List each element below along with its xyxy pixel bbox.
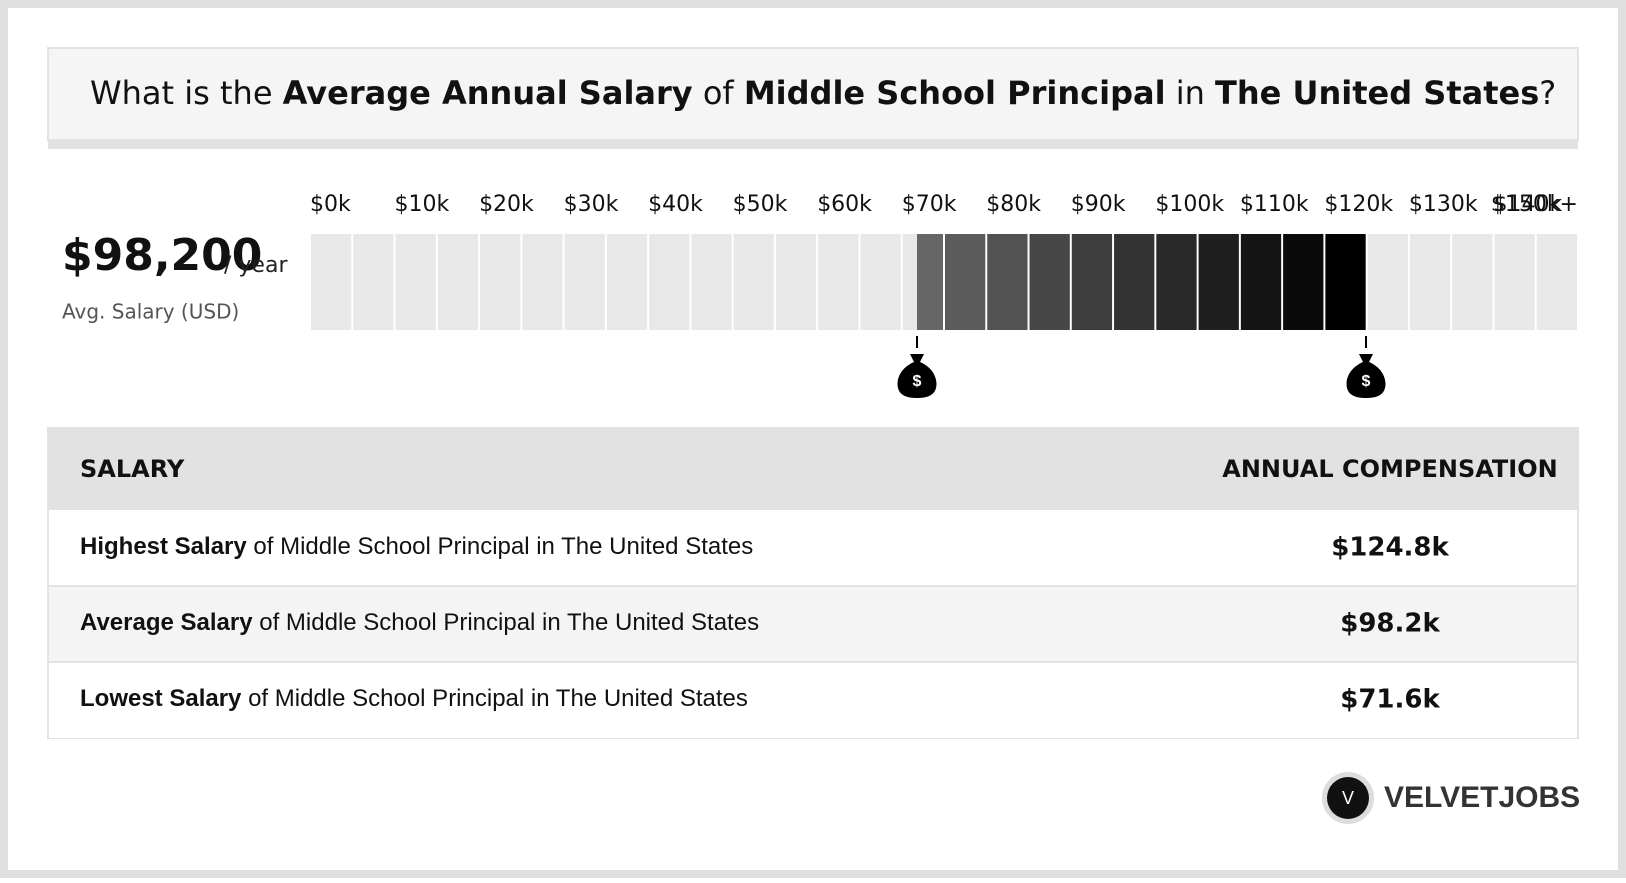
scale-cell-highlight (945, 234, 986, 330)
row-label-bold: Lowest Salary (80, 685, 242, 712)
row-value: $98.2k (1340, 609, 1440, 639)
row-value: $124.8k (1331, 533, 1449, 563)
scale-cell-highlight (1114, 234, 1155, 330)
row-label: Lowest Salary of Middle School Principal… (80, 685, 748, 712)
scale-cell (775, 234, 817, 330)
scale-label: $0k (310, 192, 351, 217)
scale-label: $120k (1324, 192, 1393, 217)
dollar-icon: $ (1362, 373, 1371, 390)
scale-label: $60k (817, 192, 872, 217)
logo-text: VELVETJOBS (1384, 781, 1580, 814)
scale-label: $140k (1493, 192, 1562, 217)
scale-label: $100k (1155, 192, 1224, 217)
scale-label: $90k (1071, 192, 1126, 217)
table-row (49, 586, 1577, 662)
scale-cell-highlight (917, 234, 943, 330)
scale-cell (606, 234, 648, 330)
scale-cell (818, 234, 859, 330)
scale-cell (1367, 234, 1408, 330)
table-row (49, 662, 1577, 738)
scale-label: $150k+ (1491, 192, 1578, 217)
scale-cell-highlight (1029, 234, 1070, 330)
table-header-cell: SALARY (80, 455, 185, 483)
scale-label: $70k (902, 192, 957, 217)
row-label-text: of Middle School Principal in The United… (248, 685, 748, 712)
scale-label: $10k (395, 192, 450, 217)
scale-label: $50k (733, 192, 788, 217)
scale-cell (860, 234, 901, 330)
scale-cell (1494, 234, 1535, 330)
scale-cell (1409, 234, 1451, 330)
table-rows: Highest Salary of Middle School Principa… (48, 510, 1578, 738)
scale-cell-highlight (1156, 234, 1197, 330)
scale-cell (564, 234, 605, 330)
scale-cell-highlight (987, 234, 1028, 330)
scale-cell (691, 234, 732, 330)
scale-cell (522, 234, 563, 330)
title-text: Middle School Principal (744, 74, 1166, 112)
row-label-text: of Middle School Principal in The United… (259, 609, 759, 636)
scale-cell (480, 234, 521, 330)
scale-cell (395, 234, 436, 330)
title: What is the Average Annual Salary of Mid… (90, 74, 1556, 112)
scale-cell-highlight (1240, 234, 1282, 330)
title-text: of (703, 74, 735, 112)
range-markers: $ $ (897, 336, 1386, 398)
scale-label: $20k (479, 192, 534, 217)
row-label: Highest Salary of Middle School Principa… (80, 533, 753, 560)
table-row (49, 510, 1577, 586)
scale-cell-highlight (1283, 234, 1324, 330)
scale-cell-highlight (1071, 234, 1113, 330)
header-underline (48, 140, 1578, 149)
scale-label: $80k (986, 192, 1041, 217)
salary-amount: $98,200 (62, 230, 262, 281)
scale-cell-highlight (1198, 234, 1239, 330)
scale-cell (1452, 234, 1493, 330)
scale-cell (649, 234, 690, 330)
row-label-bold: Average Salary (80, 609, 253, 636)
scale-label: $130k (1409, 192, 1478, 217)
money-bag-icon (1346, 354, 1386, 398)
row-label-bold: Highest Salary (80, 533, 247, 560)
title-text: What is the (90, 74, 273, 112)
table-header-cell: ANNUAL COMPENSATION (1222, 455, 1557, 483)
money-bag-icon (897, 354, 937, 398)
title-text: ? (1539, 74, 1556, 112)
scale-label: $30k (564, 192, 619, 217)
scale-cell (437, 234, 479, 330)
row-value: $71.6k (1340, 685, 1440, 715)
table-header (48, 428, 1578, 510)
scale-cell (733, 234, 774, 330)
title-text: in (1176, 74, 1205, 112)
scale-cell-highlight (1325, 234, 1366, 330)
logo-mark: V (1342, 788, 1354, 808)
salary-caption: Avg. Salary (USD) (62, 300, 239, 324)
header-box (47, 47, 1579, 141)
title-text: Average Annual Salary (283, 74, 693, 112)
salary-scale: $0k $10k $20k $30k $40k $50k $60k $70k $80k $90k $… (310, 192, 1578, 330)
logo-circle (1327, 777, 1369, 819)
salary-unit: / year (224, 253, 288, 278)
scale-cell (311, 234, 352, 330)
scale-cell (353, 234, 394, 330)
dollar-icon: $ (913, 373, 922, 390)
scale-label: $110k (1240, 192, 1309, 217)
scale-cell (1536, 234, 1577, 330)
row-label-text: of Middle School Principal in The United… (253, 533, 753, 560)
row-label: Average Salary of Middle School Principa… (80, 609, 759, 636)
title-text: The United States (1215, 74, 1539, 112)
scale-label: $40k (648, 192, 703, 217)
